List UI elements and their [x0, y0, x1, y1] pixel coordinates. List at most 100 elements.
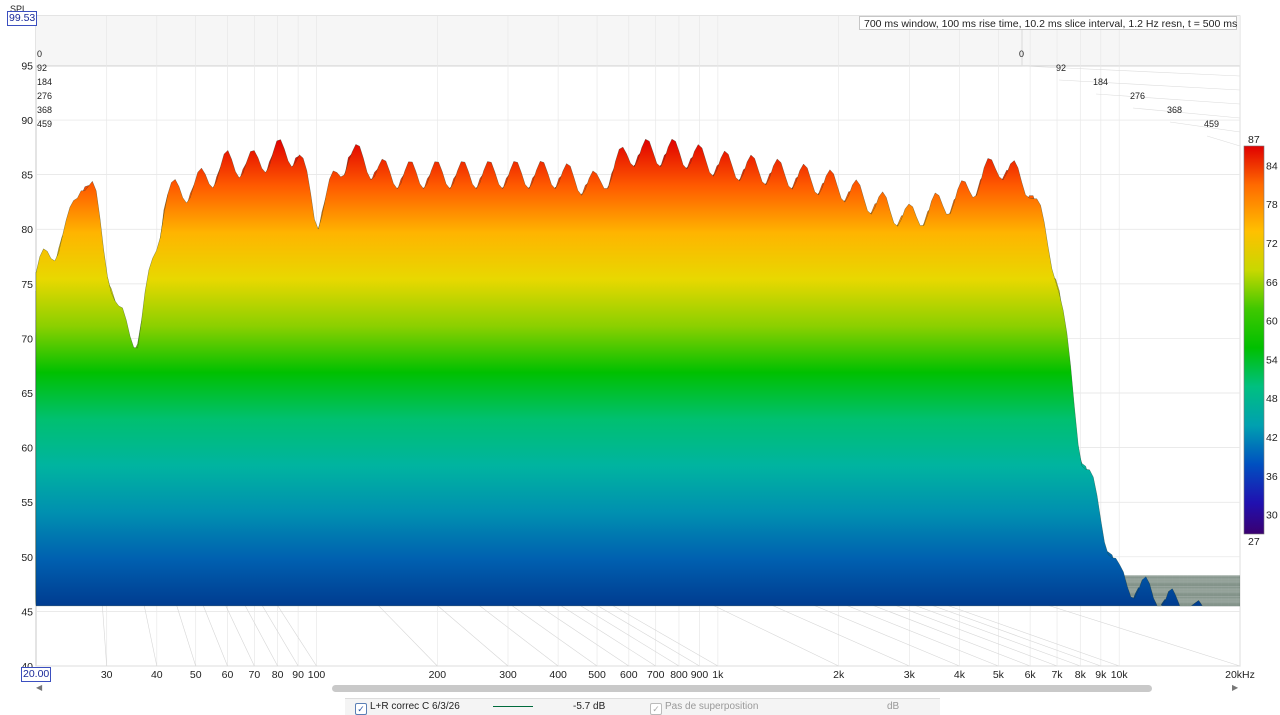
time-tick-left: 184: [37, 77, 52, 87]
y-tick-label: 65: [21, 388, 33, 400]
colorbar-tick-label: 54: [1266, 354, 1278, 366]
colorbar-max-label: 87: [1248, 134, 1260, 146]
trace-offset: -5.7 dB: [573, 701, 606, 712]
x-tick-label: 8k: [1075, 669, 1087, 681]
x-tick-label: 7k: [1051, 669, 1063, 681]
depth-line: [900, 599, 1081, 667]
legend-bar: ✓ L+R correc C 6/3/26 -5.7 dB ✓ Pas de s…: [345, 698, 940, 715]
x-tick-label: 40: [151, 669, 163, 681]
depth-line: [142, 599, 158, 667]
overlay-label: Pas de superposition: [665, 701, 759, 712]
colorbar-tick-label: 48: [1266, 393, 1278, 405]
waterfall-info-box: 700 ms window, 100 ms rise time, 10.2 ms…: [859, 16, 1237, 30]
y-tick-label: 90: [21, 115, 33, 127]
x-tick-label: 9k: [1095, 669, 1107, 681]
x-tick-label: 600: [620, 669, 638, 681]
depth-line: [881, 599, 1058, 667]
colorbar-ticks: 84 78 72 66 60 54 48 42 36 30: [1266, 160, 1278, 521]
x-tick-label: 3k: [904, 669, 916, 681]
depth-line: [1031, 599, 1241, 667]
y-tick-label: 70: [21, 333, 33, 345]
depth-line: [471, 599, 559, 667]
x-tick-label: 50: [190, 669, 202, 681]
y-tick-label: 60: [21, 443, 33, 455]
depth-line: [702, 599, 839, 667]
x-tick-label: 70: [249, 669, 261, 681]
y-tick-label: 95: [21, 60, 33, 72]
x-tick-label: 200: [429, 669, 447, 681]
checkbox-disabled-icon[interactable]: ✓: [650, 703, 662, 715]
y-tick-label: 45: [21, 606, 33, 618]
y-max-value-box[interactable]: 99.53: [7, 11, 38, 26]
depth-line: [372, 599, 438, 667]
x-axis: 30 40 50 60 70 80 90 100 200 300 400 500 600 700 800 90…: [101, 669, 1255, 681]
time-axis: 0 0 92 92 184 184 276 276 368 368 459 459: [37, 49, 1219, 129]
depth-line: [241, 599, 278, 667]
y-tick-label: 80: [21, 224, 33, 236]
depth-line: [222, 599, 255, 667]
time-depth-line: [1169, 121, 1241, 133]
colorbar-tick-label: 72: [1266, 238, 1278, 250]
depth-line: [258, 599, 299, 667]
waterfall-surface: [35, 138, 1240, 607]
time-tick-back: 0: [1019, 49, 1024, 59]
colorbar: 87 27 84 78 72 66 60 54 48 42 36 30: [1243, 134, 1278, 548]
colorbar-tick-label: 78: [1266, 199, 1278, 211]
y-tick-label: 75: [21, 279, 33, 291]
y-tick-label: 85: [21, 170, 33, 182]
y-axis: 404550556065707580859095: [21, 60, 33, 673]
scroll-right-icon[interactable]: ▶: [1232, 683, 1239, 692]
time-depth-line: [1021, 65, 1241, 77]
x-tick-label: 800: [670, 669, 688, 681]
time-tick-left: 459: [37, 119, 52, 129]
depth-line: [932, 599, 1120, 667]
depth-line: [833, 599, 999, 667]
trace-name: L+R correc C 6/3/26: [370, 701, 460, 712]
scroll-left-icon[interactable]: ◀: [36, 683, 43, 692]
colorbar-tick-label: 60: [1266, 316, 1278, 328]
y-axis-title: SPL: [10, 4, 27, 14]
colorbar-tick-label: 66: [1266, 277, 1278, 289]
x-tick-label: 5k: [993, 669, 1005, 681]
time-tick-left: 276: [37, 91, 52, 101]
time-depth-line: [1095, 93, 1241, 105]
time-tick-back: 184: [1093, 77, 1108, 87]
x-tick-label: 1k: [712, 669, 724, 681]
x-tick-label: 100: [308, 669, 326, 681]
x-tick-label: 700: [647, 669, 665, 681]
x-tick-label: 6k: [1025, 669, 1037, 681]
x-tick-label: 2k: [833, 669, 845, 681]
x-tick-label: 300: [499, 669, 517, 681]
depth-line: [200, 599, 228, 667]
colorbar-tick-label: 30: [1266, 510, 1278, 522]
time-depth-line: [1206, 135, 1241, 147]
checkbox-checked-icon[interactable]: ✓: [355, 703, 367, 715]
depth-line: [760, 599, 910, 667]
y-tick-label: 55: [21, 497, 33, 509]
time-tick-back: 459: [1204, 119, 1219, 129]
time-tick-back: 92: [1056, 63, 1066, 73]
time-tick-back: 368: [1167, 105, 1182, 115]
horizontal-scrollbar[interactable]: ◀ ▶: [32, 683, 1242, 695]
x-tick-label: 20kHz: [1225, 669, 1255, 681]
colorbar-min-label: 27: [1248, 536, 1260, 548]
depth-line: [503, 599, 598, 667]
x-tick-label: 90: [292, 669, 304, 681]
time-depth-line: [1132, 107, 1241, 119]
time-tick-left: 368: [37, 105, 52, 115]
time-tick-back: 276: [1130, 91, 1145, 101]
scroll-thumb[interactable]: [332, 685, 1152, 692]
depth-line: [859, 599, 1031, 667]
x-tick-label: 900: [691, 669, 709, 681]
x-min-value-box[interactable]: 20.00: [21, 667, 52, 682]
x-tick-label: 30: [101, 669, 113, 681]
overlay-unit: dB: [887, 701, 900, 712]
waterfall-slice: [35, 138, 1240, 607]
x-tick-label: 10k: [1111, 669, 1129, 681]
depth-line: [551, 599, 656, 667]
depth-line: [273, 599, 317, 667]
depth-line: [571, 599, 680, 667]
x-tick-label: 60: [222, 669, 234, 681]
time-depth-line: [1058, 79, 1241, 91]
time-tick-left: 0: [37, 49, 42, 59]
